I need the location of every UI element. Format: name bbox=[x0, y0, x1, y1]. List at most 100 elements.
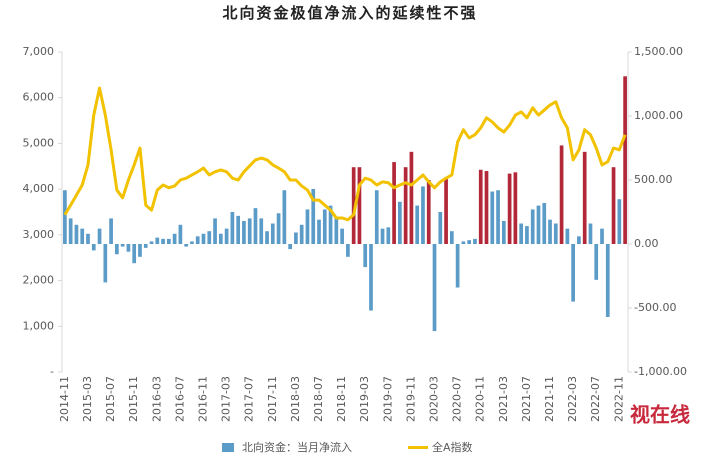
bar bbox=[143, 244, 148, 248]
bar bbox=[184, 244, 189, 247]
bar bbox=[438, 212, 443, 244]
bar bbox=[80, 228, 85, 244]
y2-tick-label: 500.00 bbox=[634, 173, 673, 186]
x-tick-label: 2020-07 bbox=[451, 376, 464, 422]
legend-label: 全A指数 bbox=[432, 440, 473, 454]
y-tick-label: 1,000 bbox=[23, 319, 55, 332]
bar bbox=[380, 228, 385, 244]
bar bbox=[553, 223, 558, 244]
bar bbox=[109, 218, 113, 244]
x-tick-label: 2017-11 bbox=[266, 376, 279, 422]
bar bbox=[478, 169, 483, 244]
bar bbox=[207, 231, 212, 244]
y-tick-label: 5,000 bbox=[23, 136, 55, 149]
x-tick-label: 2018-03 bbox=[289, 376, 302, 422]
bar bbox=[398, 201, 402, 244]
bar bbox=[617, 199, 622, 244]
bar bbox=[513, 172, 518, 244]
watermark: 视在线 bbox=[630, 403, 690, 427]
x-tick-label: 2015-03 bbox=[81, 376, 94, 422]
bar bbox=[421, 186, 425, 244]
bar bbox=[126, 244, 131, 252]
y2-tick-label: 1,500.00 bbox=[634, 45, 683, 58]
bar bbox=[496, 190, 500, 244]
x-tick-label: 2020-03 bbox=[428, 376, 441, 422]
bar bbox=[369, 244, 373, 311]
bar bbox=[138, 244, 142, 257]
bar bbox=[305, 209, 310, 244]
bar bbox=[484, 171, 489, 244]
bar bbox=[161, 238, 165, 244]
x-tick-label: 2018-11 bbox=[335, 376, 348, 422]
bar bbox=[201, 233, 206, 244]
x-tick-label: 2022-03 bbox=[566, 376, 579, 422]
bar bbox=[392, 162, 396, 244]
y2-tick-label: 1,000.00 bbox=[634, 109, 683, 122]
x-tick-label: 2016-03 bbox=[150, 376, 163, 422]
chart-title: 北向资金极值净流入的延续性不强 bbox=[222, 4, 477, 22]
x-tick-label: 2021-07 bbox=[520, 376, 533, 422]
bar bbox=[340, 228, 344, 244]
bar bbox=[155, 237, 160, 244]
bar bbox=[247, 218, 252, 244]
bar bbox=[334, 217, 339, 244]
bar bbox=[530, 209, 535, 244]
x-tick-label: 2022-11 bbox=[612, 376, 625, 422]
bar bbox=[63, 190, 67, 244]
bar bbox=[97, 228, 102, 244]
bar bbox=[363, 244, 368, 268]
x-tick-label: 2016-07 bbox=[173, 376, 186, 422]
bar bbox=[259, 218, 264, 244]
bar bbox=[588, 223, 593, 244]
x-tick-label: 2019-11 bbox=[404, 376, 417, 422]
bar bbox=[311, 188, 316, 244]
y-tick-label: - bbox=[50, 365, 54, 378]
bar bbox=[357, 167, 362, 244]
bar bbox=[605, 244, 610, 317]
x-tick-label: 2020-11 bbox=[474, 376, 487, 422]
bar bbox=[346, 244, 350, 257]
bar bbox=[149, 241, 154, 244]
bar bbox=[594, 244, 599, 280]
x-tick-label: 2017-03 bbox=[220, 376, 233, 422]
bar bbox=[120, 244, 125, 247]
x-tick-label: 2021-11 bbox=[543, 376, 556, 422]
x-tick-label: 2015-07 bbox=[104, 376, 117, 422]
x-tick-label: 2017-07 bbox=[243, 376, 256, 422]
x-tick-label: 2022-07 bbox=[589, 376, 602, 422]
y2-tick-label: -1,000.00 bbox=[634, 365, 687, 378]
bar bbox=[68, 218, 73, 244]
x-tick-label: 2018-07 bbox=[312, 376, 325, 422]
x-tick-label: 2015-11 bbox=[127, 376, 140, 422]
bar bbox=[299, 224, 304, 244]
bar bbox=[432, 244, 437, 332]
bar bbox=[571, 244, 575, 302]
bar bbox=[536, 205, 541, 244]
bar bbox=[386, 227, 391, 244]
bar bbox=[525, 226, 529, 244]
bar bbox=[611, 167, 616, 244]
bar bbox=[582, 151, 587, 244]
bar bbox=[322, 209, 327, 244]
y-tick-label: 3,000 bbox=[23, 228, 55, 241]
bar bbox=[374, 190, 379, 244]
bar bbox=[230, 212, 235, 244]
bar bbox=[270, 223, 275, 244]
x-tick-label: 2014-11 bbox=[58, 376, 71, 422]
legend-label: 北向资金：当月净流入 bbox=[242, 440, 352, 454]
bar bbox=[507, 173, 512, 244]
bar bbox=[317, 219, 321, 244]
bar bbox=[409, 151, 414, 244]
y-tick-label: 4,000 bbox=[23, 182, 55, 195]
bar bbox=[519, 223, 524, 244]
y2-tick-label: 0.00 bbox=[634, 237, 659, 250]
bar bbox=[276, 213, 281, 244]
bar bbox=[501, 220, 506, 244]
bar bbox=[455, 244, 460, 288]
bar bbox=[265, 231, 269, 244]
bar bbox=[577, 236, 581, 244]
x-tick-label: 2016-11 bbox=[197, 376, 210, 422]
bar bbox=[623, 76, 627, 244]
y-tick-label: 7,000 bbox=[23, 45, 55, 58]
